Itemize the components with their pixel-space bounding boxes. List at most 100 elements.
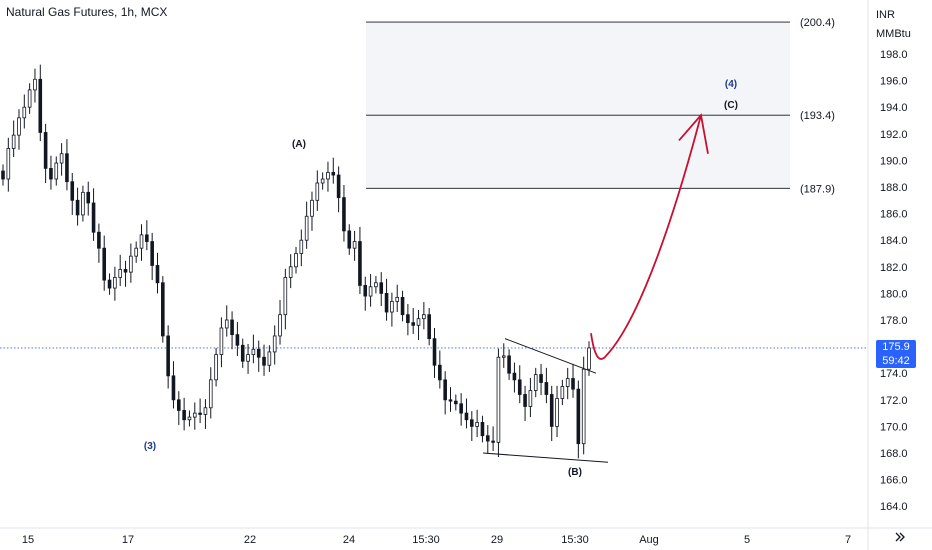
level-label: (193.4) [800, 110, 835, 122]
candle-body [411, 322, 415, 326]
candle-body [491, 440, 495, 443]
candle-body [315, 182, 320, 201]
candle-body [176, 399, 181, 411]
candle-body [49, 167, 53, 180]
candle-body [118, 269, 123, 278]
x-tick-label: 24 [343, 534, 355, 546]
wave-label: (3) [144, 441, 156, 452]
candle-body [539, 374, 543, 383]
candle-body [166, 335, 170, 377]
candle-body [235, 334, 240, 346]
candle-body [214, 354, 218, 381]
projection-arrowhead [678, 113, 709, 154]
candle-body [6, 148, 11, 180]
candle-body [208, 379, 213, 409]
wave-label: (C) [724, 100, 738, 111]
y-tick-label: 188.0 [880, 182, 908, 194]
x-tick-label: 7 [845, 534, 851, 546]
candle-body [517, 379, 522, 395]
candle-body [81, 191, 85, 216]
candle-body [272, 335, 277, 353]
chevrons-right-icon[interactable] [894, 531, 906, 543]
candle-body [70, 181, 75, 201]
x-tick-label: Aug [639, 534, 659, 546]
candle-body [475, 422, 479, 427]
candle-body [528, 390, 533, 407]
y-tick-label: 198.0 [880, 49, 908, 61]
candle-body [326, 171, 330, 180]
projection-path [590, 114, 702, 360]
candle-body [331, 171, 336, 176]
x-tick-label: 17 [122, 534, 134, 546]
candle-body [256, 348, 261, 358]
candle-body [336, 174, 341, 199]
candle-body [422, 314, 426, 320]
candle-body [347, 230, 352, 249]
candle-body [469, 419, 474, 427]
candle-body [192, 412, 197, 418]
candle-body [240, 344, 245, 362]
candle-body [587, 347, 591, 370]
candle-body [38, 78, 43, 133]
y-tick-label: 166.0 [880, 475, 908, 487]
y-tick-label: 190.0 [880, 155, 908, 167]
candle-body [267, 351, 272, 366]
candle-body [246, 354, 250, 362]
candle-body [75, 199, 80, 216]
candle-body [17, 117, 21, 136]
candle-body [523, 394, 527, 407]
candle-body [544, 382, 549, 395]
candle-body [374, 282, 378, 288]
candle-body [251, 348, 256, 355]
y-tick-label: 192.0 [880, 129, 908, 141]
chart-title: Natural Gas Futures, 1h, MCX [6, 5, 168, 19]
candle-body [549, 394, 554, 427]
candle-body [448, 399, 453, 402]
candle-body [352, 241, 357, 249]
candle-body [427, 314, 431, 340]
candle-body [283, 277, 288, 316]
candle-body [230, 319, 234, 336]
candle-body [533, 374, 538, 391]
candle-body [33, 78, 37, 91]
candle-body [65, 153, 69, 183]
candle-body [54, 162, 59, 180]
candle-body [581, 368, 586, 445]
candle-body [299, 239, 304, 254]
candle-body [198, 412, 202, 415]
candle-body [150, 241, 154, 266]
last-price-badge: 175.9 59:42 [876, 340, 916, 368]
y-tick-label: 196.0 [880, 76, 908, 88]
candle-body [416, 318, 421, 326]
y-tick-label: 194.0 [880, 102, 908, 114]
wave-label: (4) [725, 79, 737, 90]
candle-body [368, 286, 373, 297]
candle-body [129, 255, 133, 273]
candle-body [310, 199, 314, 217]
candle-body [134, 247, 138, 257]
target-zone [366, 22, 790, 189]
candle-body [363, 285, 368, 297]
candle-body [86, 191, 91, 204]
y-tick-label: 184.0 [880, 235, 908, 247]
candle-body [501, 355, 506, 358]
candle-body [512, 372, 517, 381]
candle-body [91, 202, 96, 233]
last-price-value: 175.9 [882, 341, 910, 353]
candle-body [203, 407, 208, 415]
candle-body [384, 292, 389, 313]
y-tick-label: 178.0 [880, 315, 908, 327]
candle-body [576, 388, 581, 445]
candle-body [358, 241, 362, 286]
candle-body [560, 386, 565, 399]
candle-body [113, 277, 117, 289]
candle-body [107, 279, 112, 289]
candle-body [161, 282, 165, 337]
candle-body [485, 435, 490, 442]
candle-body [139, 234, 144, 249]
level-label: (200.4) [800, 17, 835, 29]
y-tick-label: 174.0 [880, 368, 908, 380]
candle-body [342, 197, 346, 232]
x-tick-label: 15 [22, 534, 34, 546]
